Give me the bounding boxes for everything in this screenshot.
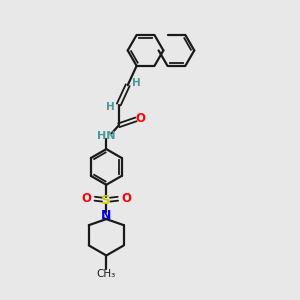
Text: H: H bbox=[132, 78, 140, 88]
Text: O: O bbox=[81, 192, 92, 205]
Text: HN: HN bbox=[97, 131, 116, 141]
Text: H: H bbox=[106, 102, 115, 112]
Text: O: O bbox=[121, 192, 131, 205]
Text: CH₃: CH₃ bbox=[97, 269, 116, 279]
Text: O: O bbox=[136, 112, 146, 125]
Text: N: N bbox=[101, 208, 112, 222]
Text: S: S bbox=[101, 194, 111, 207]
